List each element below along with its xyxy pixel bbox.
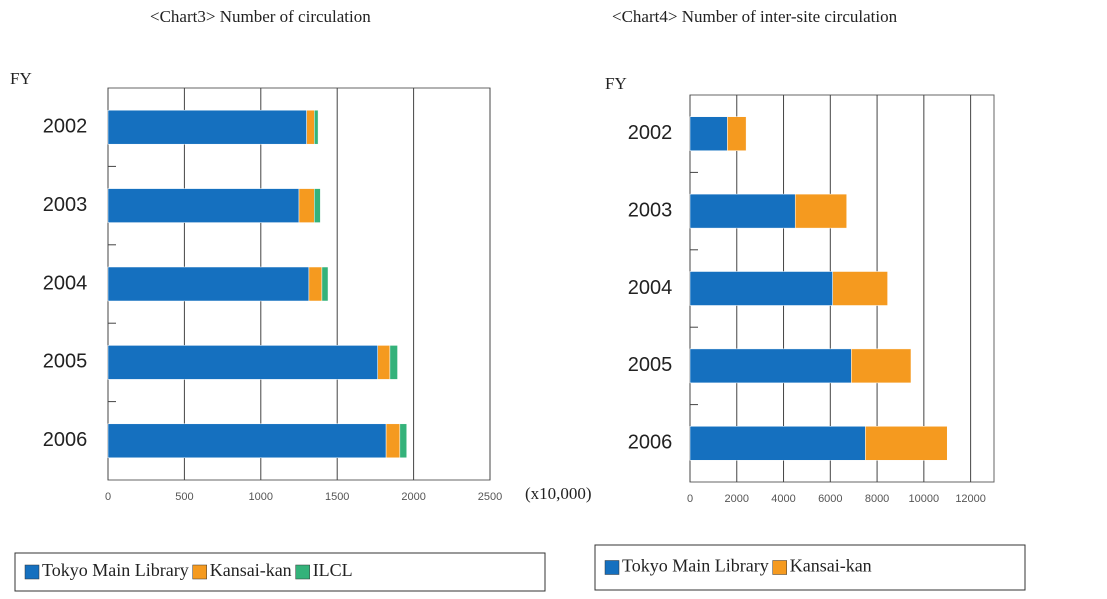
- legend-swatch: [24, 564, 40, 580]
- bar-segment: [727, 116, 747, 151]
- bar-segment: [689, 348, 852, 384]
- x-tick-label: 0: [105, 491, 111, 503]
- x-tick-label: 2000: [725, 493, 749, 505]
- legend-label: Kansai-kan: [210, 560, 292, 580]
- bar-segment: [107, 188, 300, 223]
- legend-swatch: [772, 560, 787, 575]
- y-tick-label: 2006: [43, 429, 88, 451]
- y-axis-label: FY: [605, 74, 627, 93]
- bar-segment: [689, 193, 796, 229]
- x-tick-label: 12000: [955, 493, 986, 505]
- y-tick-label: 2005: [43, 351, 88, 373]
- bar-segment: [794, 193, 847, 229]
- legend-label: Tokyo Main Library: [42, 560, 189, 580]
- x-tick-label: 1500: [325, 491, 349, 503]
- x-tick-label: 0: [687, 493, 693, 505]
- x-tick-label: 2500: [478, 491, 502, 503]
- legend-label: Tokyo Main Library: [622, 556, 769, 576]
- x-tick-label: 500: [175, 491, 193, 503]
- y-tick-label: 2006: [628, 432, 673, 454]
- bar-segment: [107, 423, 387, 459]
- bar-segment: [689, 271, 833, 306]
- bar-segment: [107, 345, 378, 380]
- y-tick-label: 2004: [628, 277, 673, 299]
- x-unit: (x10,000): [525, 484, 592, 503]
- bar-segment: [377, 345, 391, 380]
- bar-segment: [298, 188, 315, 223]
- bar-segment: [689, 116, 728, 151]
- chart-title: <Chart3> Number of circulation: [150, 7, 371, 26]
- bar-segment: [321, 266, 329, 302]
- y-tick-label: 2005: [628, 354, 673, 376]
- bar-segment: [851, 348, 912, 384]
- bar-segment: [385, 423, 401, 459]
- x-tick-label: 10000: [909, 493, 940, 505]
- bar-segment: [107, 109, 307, 145]
- bar-segment: [306, 109, 315, 145]
- legend-label: ILCL: [313, 560, 353, 580]
- bar-segment: [314, 188, 321, 223]
- y-tick-label: 2004: [43, 272, 88, 294]
- y-tick-label: 2002: [43, 115, 88, 137]
- bar-segment: [308, 266, 323, 302]
- legend-box: [14, 552, 546, 592]
- y-axis-label: FY: [10, 69, 32, 88]
- bar-segment: [389, 345, 398, 380]
- legend-label: Kansai-kan: [790, 556, 872, 576]
- bar-segment: [399, 423, 407, 459]
- y-tick-label: 2003: [43, 194, 88, 216]
- y-tick-label: 2002: [628, 122, 673, 144]
- legend-swatch: [604, 560, 620, 575]
- x-tick-label: 4000: [771, 493, 795, 505]
- y-tick-label: 2003: [628, 199, 673, 221]
- x-tick-label: 2000: [401, 491, 425, 503]
- chart-title: <Chart4> Number of inter-site circulatio…: [612, 7, 898, 26]
- bar-segment: [314, 109, 319, 145]
- x-tick-label: 1000: [249, 491, 273, 503]
- legend-box: [594, 544, 1026, 591]
- bar-segment: [832, 271, 888, 306]
- x-tick-label: 6000: [818, 493, 842, 505]
- bar-segment: [107, 266, 310, 302]
- bar-segment: [689, 426, 866, 461]
- x-tick-label: 8000: [865, 493, 889, 505]
- legend-swatch: [295, 564, 310, 580]
- bar-segment: [865, 426, 948, 461]
- legend-swatch: [192, 564, 207, 580]
